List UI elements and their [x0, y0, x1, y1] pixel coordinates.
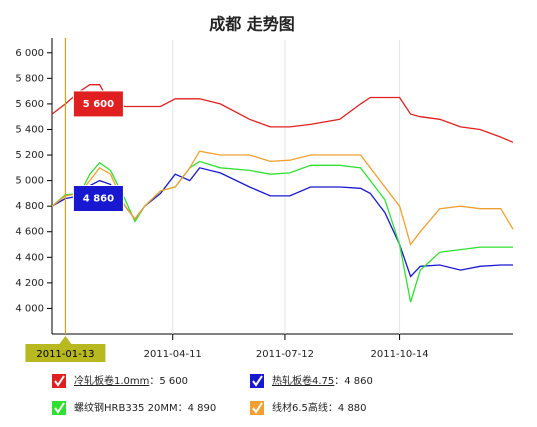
legend-name: 螺纹钢HRB335 20MM	[74, 401, 178, 414]
y-tick-label: 5 200	[15, 150, 44, 161]
y-tick-label: 5 600	[15, 99, 44, 110]
legend-value: 5 600	[159, 376, 188, 387]
legend-separator: ：	[334, 376, 344, 387]
y-tick-label: 6 000	[15, 48, 44, 59]
legend-item[interactable]: 冷轧板卷1.0mm：5 600	[52, 374, 188, 388]
legend-name: 线材6.5高线	[272, 401, 328, 414]
chart-title: 成都 走势图	[209, 15, 295, 34]
value-flag-label: 5 600	[83, 99, 114, 110]
y-tick-label: 4 400	[15, 252, 44, 263]
legend-check	[252, 375, 263, 387]
x-tick-label: 2011-07-12	[256, 349, 314, 360]
legend-item[interactable]: 线材6.5高线：4 880	[250, 401, 367, 415]
legend-separator: ：	[328, 403, 338, 414]
legend-text: 螺纹钢HRB335 20MM：4 890	[74, 401, 216, 414]
y-tick-label: 4 600	[15, 227, 44, 238]
series-line	[51, 167, 513, 278]
legend-separator: ：	[178, 403, 188, 414]
y-tick-label: 5 400	[15, 124, 44, 135]
legend-value: 4 890	[188, 403, 217, 414]
x-tick-label: 2011-10-14	[371, 349, 429, 360]
y-tick-label: 5 000	[15, 176, 44, 187]
legend-name: 热轧板卷4.75	[272, 374, 334, 387]
legend-separator: ：	[149, 376, 159, 387]
y-tick-label: 4 200	[15, 278, 44, 289]
y-tick-label: 4 800	[15, 201, 44, 212]
legend-text: 线材6.5高线：4 880	[272, 401, 367, 414]
value-flag	[72, 90, 124, 118]
value-flag-label: 4 860	[83, 194, 114, 205]
legend-item[interactable]: 螺纹钢HRB335 20MM：4 890	[52, 401, 216, 415]
legend-item[interactable]: 热轧板卷4.75：4 860	[250, 374, 373, 388]
legend-check	[252, 402, 263, 414]
x-tick-label: 2011-04-11	[144, 349, 202, 360]
series-line	[51, 160, 513, 303]
legend-check	[54, 402, 65, 414]
legend-text: 冷轧板卷1.0mm：5 600	[74, 374, 188, 387]
y-tick-label: 4 000	[15, 303, 44, 314]
legend-check	[54, 375, 65, 387]
value-flag	[72, 185, 124, 213]
series-line	[51, 150, 514, 246]
legend-name: 冷轧板卷1.0mm	[74, 374, 149, 387]
y-tick-label: 5 800	[15, 73, 44, 84]
legend-text: 热轧板卷4.75：4 860	[272, 374, 373, 387]
cursor-label-box	[25, 344, 106, 362]
legend-value: 4 860	[344, 376, 373, 387]
cursor-label: 2011-01-13	[36, 349, 94, 360]
cursor-pointer	[59, 336, 72, 344]
legend-value: 4 880	[338, 403, 367, 414]
